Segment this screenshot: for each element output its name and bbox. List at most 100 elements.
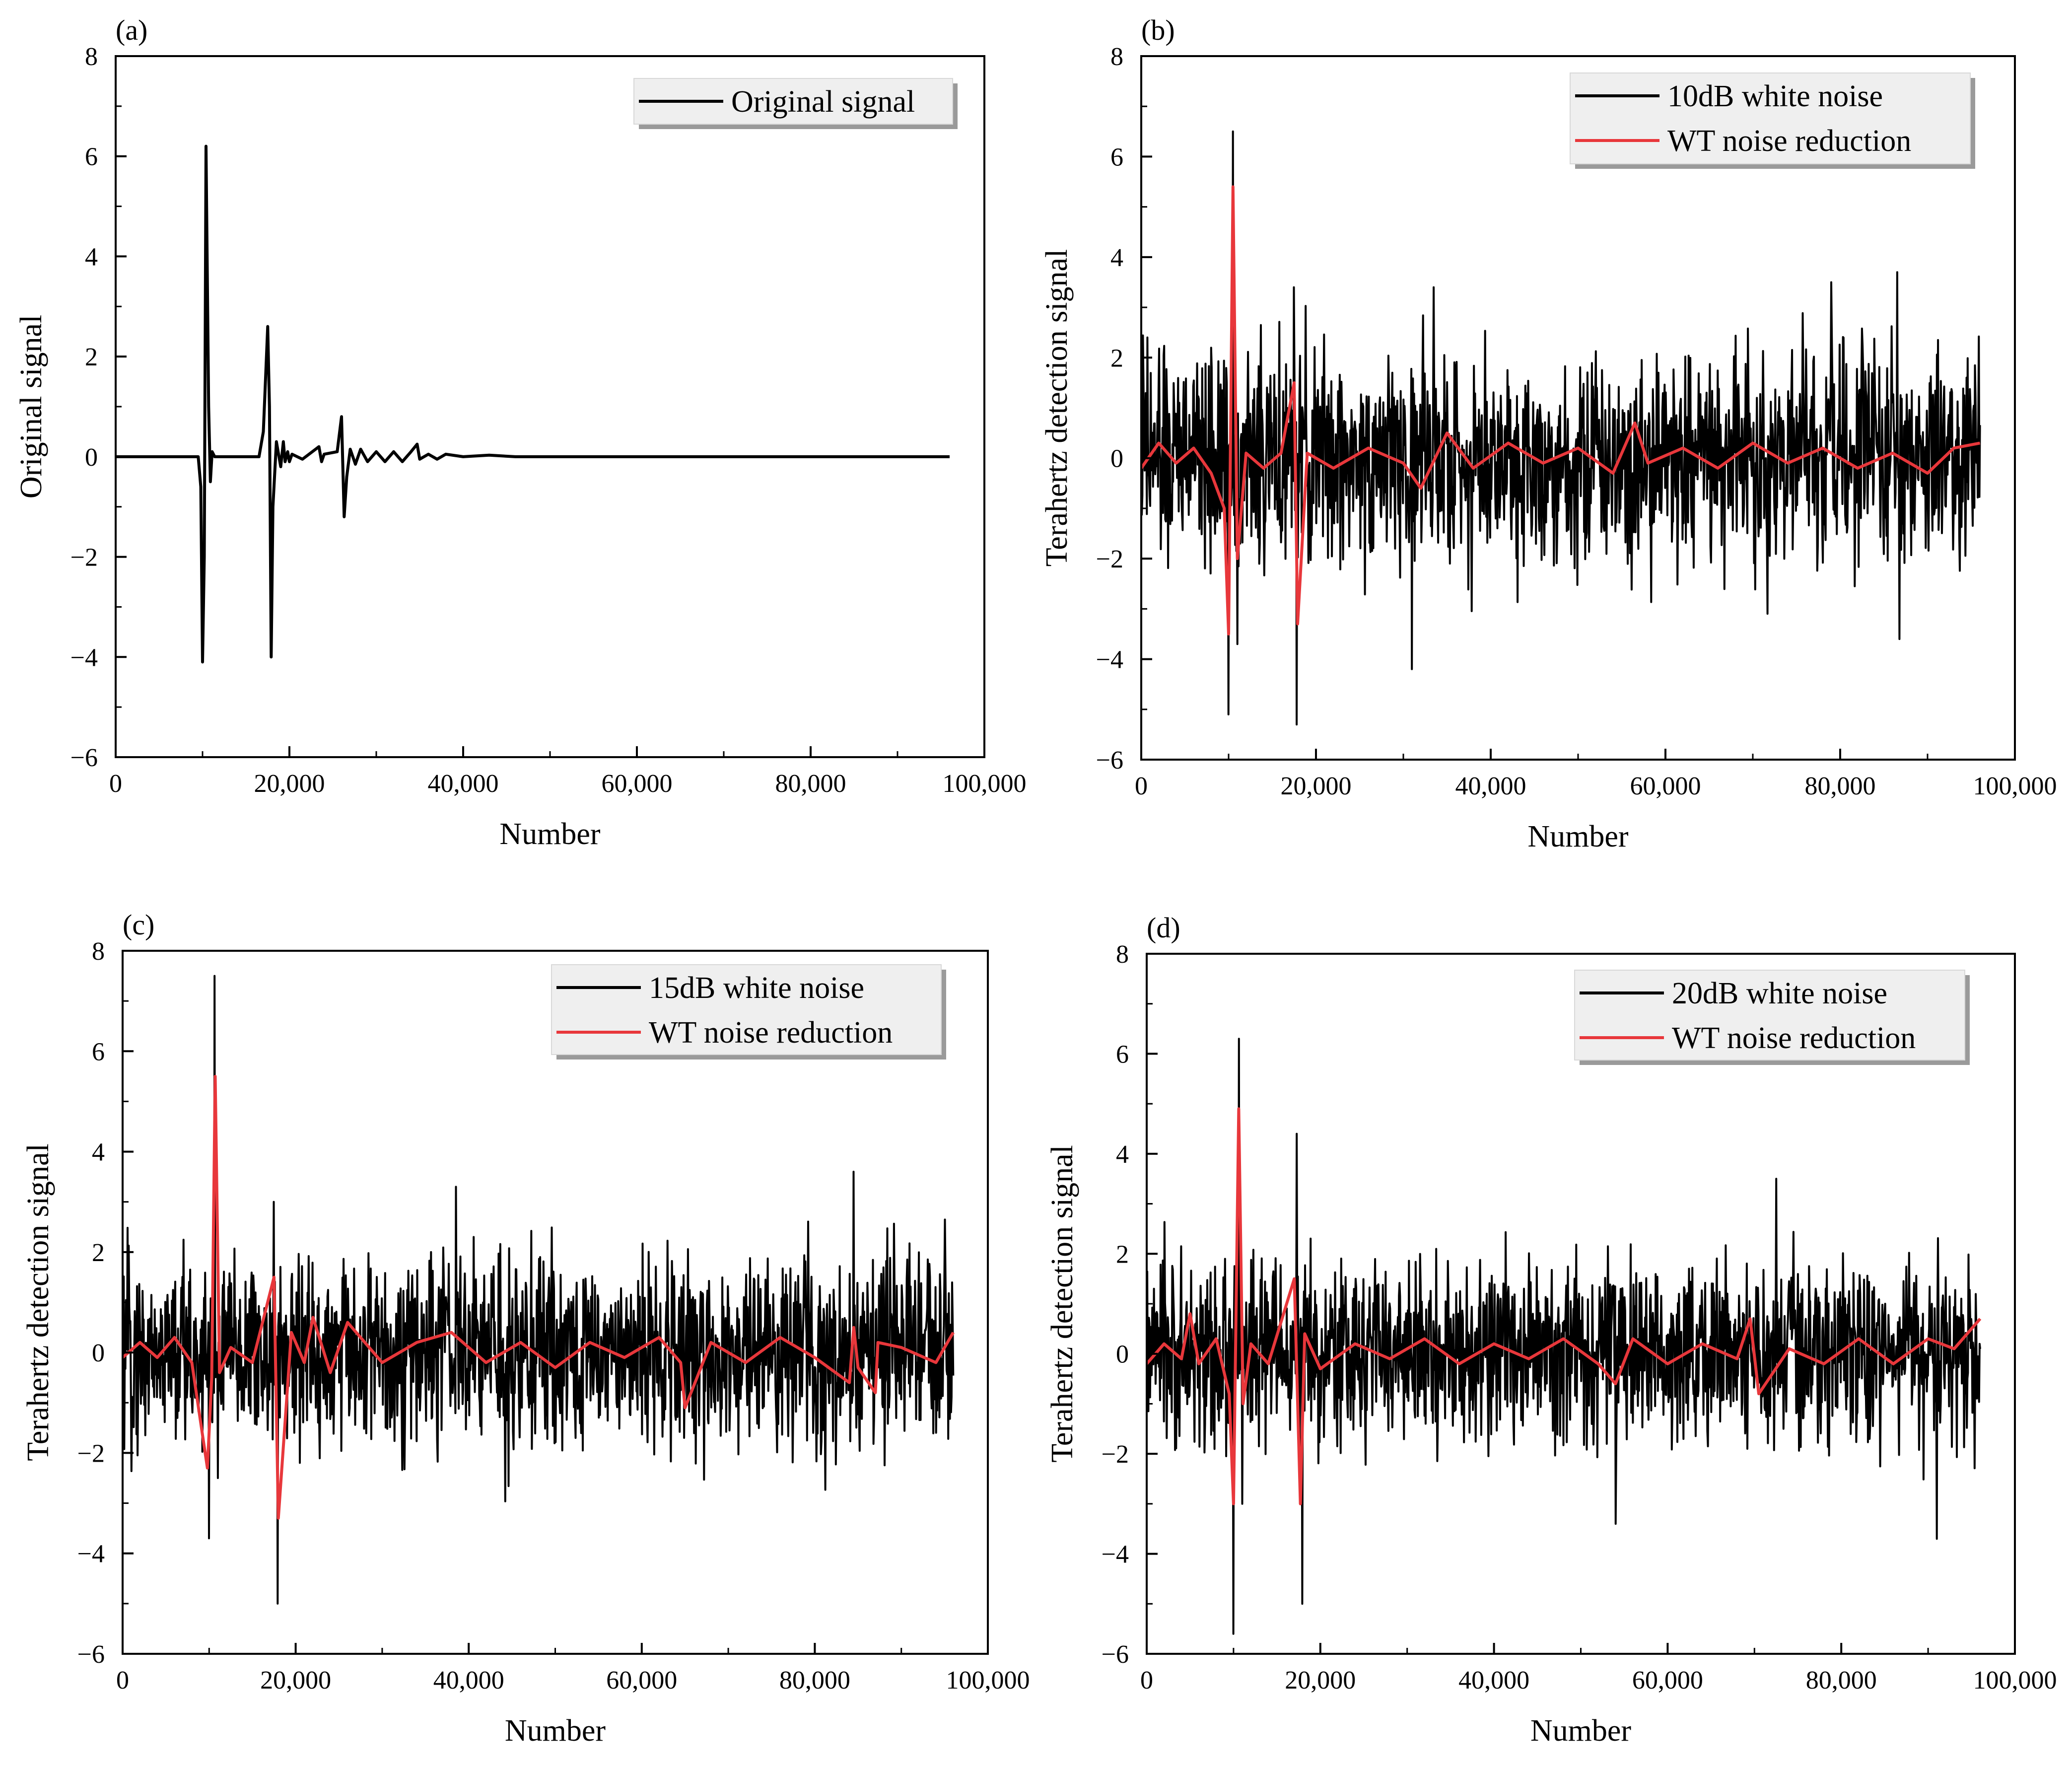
- x-axis-title: Number: [505, 1714, 606, 1748]
- x-axis-title: Number: [499, 817, 601, 851]
- y-tick-label: 6: [85, 143, 98, 171]
- x-tick-label: 60,000: [1630, 772, 1701, 800]
- x-tick-label: 60,000: [1632, 1666, 1703, 1695]
- x-tick-label: 80,000: [1806, 1666, 1877, 1695]
- legend-box: [1570, 72, 1971, 164]
- legend: Original signal: [633, 78, 958, 129]
- y-axis-title: Terahertz detection signal: [1040, 249, 1074, 566]
- legend-label: 20dB white noise: [1672, 977, 1887, 1010]
- x-tick-label: 100,000: [1973, 1666, 2057, 1695]
- x-tick-label: 0: [1140, 1666, 1153, 1695]
- y-tick-label: −4: [70, 643, 98, 672]
- y-axis-title: Terahertz detection signal: [21, 1143, 55, 1461]
- y-tick-label: 6: [1116, 1040, 1129, 1068]
- y-tick-label: −4: [1102, 1541, 1129, 1569]
- x-tick-label: 20,000: [260, 1666, 331, 1695]
- x-tick-label: 40,000: [1458, 1666, 1529, 1695]
- y-tick-label: −2: [1102, 1440, 1129, 1469]
- y-tick-label: 2: [1116, 1240, 1129, 1269]
- legend-label: WT noise reduction: [1672, 1021, 1916, 1055]
- chart-panel-c: 0 20,000 40,000 60,000 80,000 100,000 −6 −4 −2 0 2…: [21, 909, 1030, 1748]
- x-tick-label: 40,000: [433, 1666, 504, 1695]
- legend: 15dB white noise WT noise reduction: [551, 964, 946, 1060]
- plot-area: [1147, 1038, 1982, 1635]
- y-axis-title: Original signal: [14, 315, 48, 498]
- x-axis-title: Number: [1530, 1714, 1632, 1748]
- series-line-red: [1147, 1107, 1982, 1505]
- series-line-black: [123, 975, 955, 1605]
- y-tick-label: 4: [1116, 1140, 1129, 1169]
- legend-label: WT noise reduction: [649, 1016, 893, 1050]
- panel-label: (b): [1141, 14, 1175, 46]
- y-tick-label: −2: [70, 544, 98, 572]
- x-axis-title: Number: [1527, 820, 1629, 853]
- panel-label: (c): [123, 909, 154, 941]
- legend-label: Original signal: [731, 85, 915, 119]
- legend-label: WT noise reduction: [1667, 124, 1911, 158]
- y-tick-label: 2: [85, 343, 98, 371]
- x-tick-label: 40,000: [1455, 772, 1526, 800]
- panel-label: (d): [1147, 912, 1180, 944]
- plot-area: [123, 975, 955, 1605]
- plot-area: [1141, 130, 1981, 726]
- x-tick-label: 20,000: [254, 770, 325, 798]
- series-line-black: [1147, 1038, 1981, 1635]
- x-tick-label: 40,000: [428, 770, 499, 798]
- x-tick-label: 60,000: [602, 770, 673, 798]
- y-tick-label: −6: [1096, 746, 1123, 775]
- chart-panel-d: 0 20,000 40,000 60,000 80,000 100,000 −6 −4 −2 0 2…: [1045, 912, 2057, 1748]
- y-tick-label: 2: [92, 1239, 105, 1267]
- x-tick-label: 80,000: [779, 1666, 850, 1695]
- y-tick-label: −6: [70, 744, 98, 772]
- x-tick-label: 60,000: [606, 1666, 677, 1695]
- y-tick-label: −4: [77, 1540, 105, 1568]
- plot-area: [116, 144, 950, 664]
- y-tick-label: −6: [77, 1640, 105, 1669]
- panels: 0 20,000 40,000 60,000 80,000 100,000 −6 −4 −2 0 2…: [14, 14, 2057, 1748]
- x-tick-label: 100,000: [943, 770, 1027, 798]
- y-tick-label: 8: [92, 937, 105, 966]
- x-tick-label: 80,000: [775, 770, 846, 798]
- x-tick-label: 100,000: [1973, 772, 2057, 800]
- x-tick-label: 0: [1135, 772, 1148, 800]
- x-tick-label: 20,000: [1285, 1666, 1356, 1695]
- x-tick-label: 0: [109, 770, 122, 798]
- chart-panel-a: 0 20,000 40,000 60,000 80,000 100,000 −6 −4 −2 0 2…: [14, 14, 1027, 851]
- chart-panel-b: 0 20,000 40,000 60,000 80,000 100,000 −6 −4 −2 0 2…: [1040, 14, 2057, 853]
- y-tick-label: 0: [85, 443, 98, 472]
- y-tick-label: 6: [1110, 143, 1123, 171]
- legend-label: 10dB white noise: [1667, 79, 1883, 113]
- y-tick-label: −6: [1102, 1640, 1129, 1669]
- y-tick-label: −4: [1096, 646, 1123, 674]
- x-tick-label: 100,000: [946, 1666, 1030, 1695]
- y-tick-label: 0: [1116, 1341, 1129, 1369]
- series-line-red: [1141, 185, 1981, 636]
- y-tick-label: 0: [92, 1339, 105, 1367]
- y-tick-label: −2: [1096, 545, 1123, 573]
- y-axis-title: Terahertz detection signal: [1045, 1145, 1079, 1462]
- y-tick-label: 6: [92, 1038, 105, 1066]
- series-line-black: [1141, 130, 1981, 726]
- x-tick-label: 0: [116, 1666, 129, 1695]
- legend-box: [551, 964, 942, 1055]
- y-tick-label: 8: [1110, 43, 1123, 71]
- y-tick-label: −2: [77, 1439, 105, 1468]
- x-tick-label: 80,000: [1805, 772, 1876, 800]
- panel-label: (a): [116, 14, 147, 46]
- legend: 10dB white noise WT noise reduction: [1570, 72, 1975, 169]
- y-tick-label: 8: [85, 43, 98, 71]
- series-line-red: [123, 1074, 955, 1520]
- legend-label: 15dB white noise: [649, 971, 864, 1005]
- y-tick-label: 8: [1116, 940, 1129, 969]
- x-tick-label: 20,000: [1281, 772, 1352, 800]
- y-tick-label: 4: [92, 1138, 105, 1167]
- y-tick-label: 2: [1110, 344, 1123, 372]
- y-tick-label: 4: [1110, 244, 1123, 272]
- y-tick-label: 4: [85, 243, 98, 271]
- series-line-black: [116, 144, 950, 664]
- y-tick-label: 0: [1110, 445, 1123, 473]
- legend-box: [1574, 970, 1965, 1061]
- legend: 20dB white noise WT noise reduction: [1574, 970, 1970, 1065]
